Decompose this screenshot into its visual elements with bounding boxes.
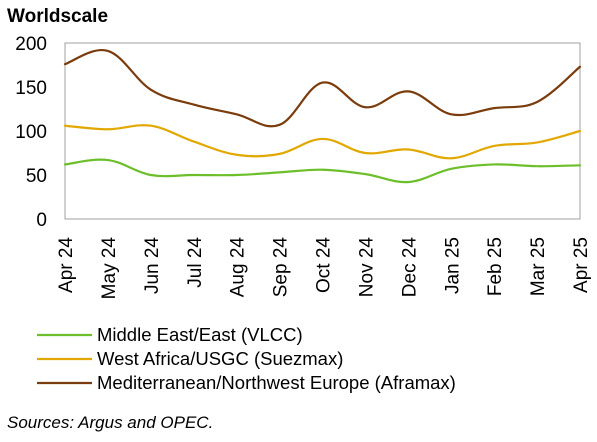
x-tick-label: Feb 25 (485, 237, 506, 296)
x-tick-label: Sep 24 (271, 237, 292, 298)
y-axis-ticks: 0 50 100 150 200 (15, 34, 47, 231)
y-axis-title: Worldscale (7, 6, 108, 27)
series-line-2 (63, 124, 582, 160)
x-tick-label: Apr 25 (571, 237, 592, 293)
series-lines (63, 48, 582, 184)
source-note: Sources: Argus and OPEC. (7, 413, 213, 432)
series-line-1 (63, 158, 582, 184)
x-tick-label: Apr 24 (56, 237, 77, 293)
x-tick-label: Dec 24 (399, 237, 420, 298)
x-tick-label: Aug 24 (228, 237, 249, 298)
y-tick-label: 100 (15, 122, 47, 143)
y-tick-label: 0 (36, 210, 47, 231)
legend-label: Middle East/East (VLCC) (97, 324, 303, 345)
x-tick-label: Oct 24 (314, 237, 335, 293)
series-line-3 (63, 48, 582, 128)
x-tick-label: Mar 25 (528, 237, 549, 296)
x-tick-label: May 24 (99, 237, 120, 300)
x-tick-label: Jan 25 (442, 237, 463, 294)
x-axis-ticks: Apr 24 May 24 Jun 24 Jul 24 Aug 24 Sep 24 Oct … (56, 237, 592, 300)
x-tick-label: Jul 24 (185, 237, 206, 288)
legend-label: Mediterranean/Northwest Europe (Aframax) (97, 372, 456, 393)
plot-area-border (64, 42, 581, 220)
x-tick-label: Jun 24 (142, 237, 163, 294)
y-tick-label: 50 (26, 166, 47, 187)
y-tick-label: 150 (15, 78, 47, 99)
legend: Middle East/East (VLCC) West Africa/USGC … (37, 324, 456, 393)
y-tick-label: 200 (15, 34, 47, 55)
x-tick-label: Nov 24 (356, 237, 377, 298)
legend-label: West Africa/USGC (Suezmax) (97, 348, 343, 369)
